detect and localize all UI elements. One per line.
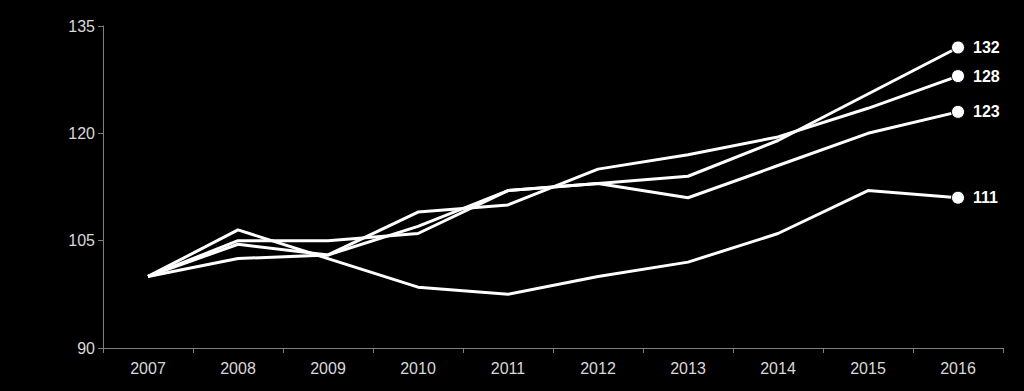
svg-text:2016: 2016: [940, 360, 976, 377]
svg-text:135: 135: [68, 18, 95, 35]
svg-text:2007: 2007: [130, 360, 166, 377]
svg-text:132: 132: [973, 39, 1000, 56]
svg-text:123: 123: [973, 103, 1000, 120]
svg-text:2015: 2015: [850, 360, 886, 377]
svg-text:105: 105: [68, 232, 95, 249]
svg-text:2008: 2008: [220, 360, 256, 377]
svg-text:2009: 2009: [310, 360, 346, 377]
svg-text:120: 120: [68, 125, 95, 142]
svg-text:2014: 2014: [760, 360, 796, 377]
svg-text:90: 90: [77, 340, 95, 357]
svg-text:2011: 2011: [491, 360, 526, 377]
svg-text:2013: 2013: [670, 360, 706, 377]
svg-text:111: 111: [973, 189, 998, 206]
svg-text:2012: 2012: [580, 360, 616, 377]
svg-text:2010: 2010: [400, 360, 436, 377]
svg-text:128: 128: [973, 68, 1000, 85]
